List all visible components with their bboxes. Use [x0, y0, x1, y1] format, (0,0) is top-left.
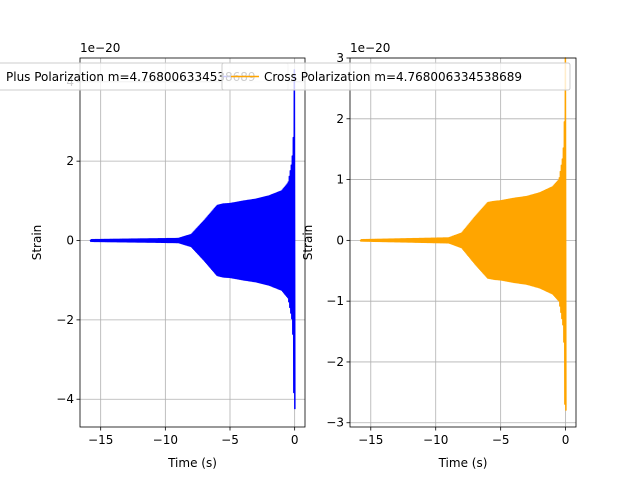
plot-left-ticks: −15−10−50−4−2024 — [56, 75, 298, 447]
y-tick-label: −4 — [56, 392, 74, 406]
x-tick-label: −10 — [423, 433, 448, 447]
plot-left-legend-label: Plus Polarization m=4.768006334538689 — [6, 70, 256, 84]
x-tick-label: 0 — [562, 433, 570, 447]
plot-left-frame — [79, 57, 306, 428]
plot-right-ylabel: Strain — [301, 225, 315, 261]
x-tick-label: 0 — [291, 433, 299, 447]
plot-right-frame — [349, 57, 577, 428]
y-tick-label: −2 — [326, 355, 344, 369]
y-tick-label: 0 — [336, 233, 344, 247]
plot-right-lines — [359, 57, 567, 411]
plot-left-lines — [89, 69, 296, 410]
plot-left-ylabel: Strain — [30, 225, 44, 261]
plot-left: −15−10−50−4−2024 1e−20 Time (s) Strain P… — [0, 41, 306, 470]
y-tick-label: 1 — [336, 173, 344, 187]
x-tick-label: −15 — [358, 433, 383, 447]
x-tick-label: −5 — [492, 433, 510, 447]
y-tick-label: 3 — [336, 51, 344, 65]
y-tick-label: −1 — [326, 294, 344, 308]
waveform-series-line — [89, 69, 296, 410]
y-tick-label: 2 — [336, 112, 344, 126]
y-tick-label: −3 — [326, 416, 344, 430]
waveform-series-line — [359, 57, 567, 411]
y-tick-label: 2 — [66, 154, 74, 168]
y-tick-label: 0 — [66, 234, 74, 248]
plot-left-legend: Plus Polarization m=4.768006334538689 — [0, 62, 289, 91]
plot-left-xlabel: Time (s) — [167, 456, 217, 470]
y-tick-label: −2 — [56, 313, 74, 327]
plot-right-legend-label: Cross Polarization m=4.768006334538689 — [264, 70, 522, 84]
x-tick-label: −10 — [153, 433, 178, 447]
plot-right-legend: Cross Polarization m=4.768006334538689 — [221, 62, 571, 91]
x-tick-label: −15 — [88, 433, 113, 447]
plot-right-xlabel: Time (s) — [438, 456, 488, 470]
plot-right-offset-text: 1e−20 — [350, 41, 390, 55]
x-tick-label: −5 — [221, 433, 239, 447]
plot-left-offset-text: 1e−20 — [80, 41, 120, 55]
plot-right-legend-box — [221, 62, 571, 91]
